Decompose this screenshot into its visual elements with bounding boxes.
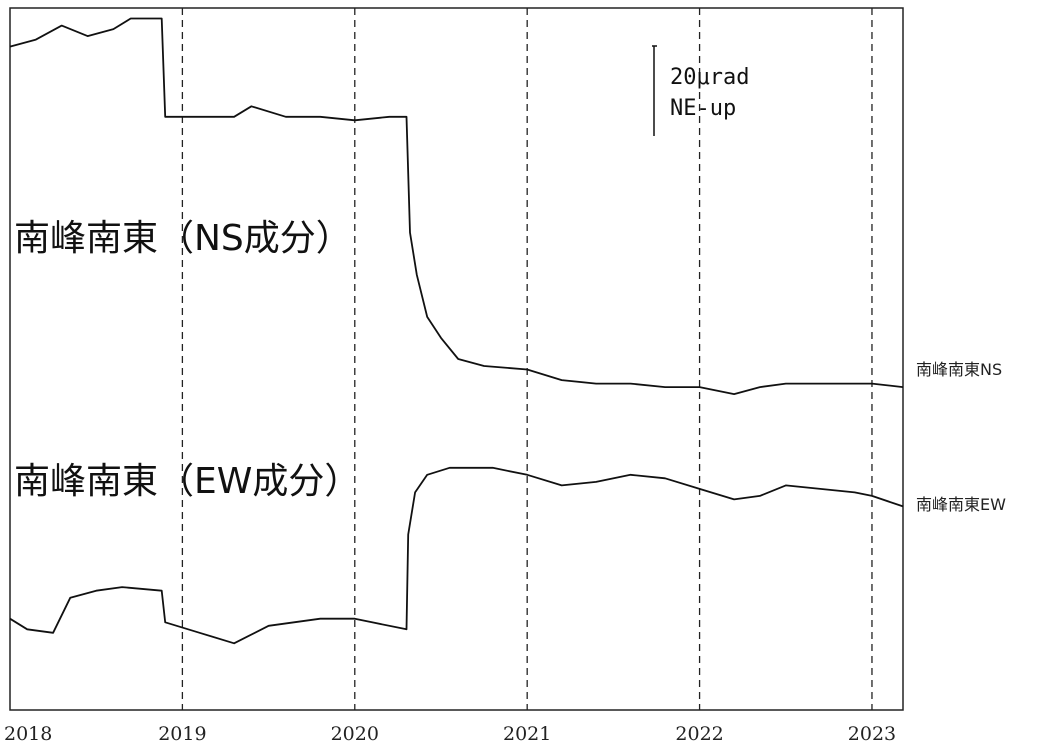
x-tick-2020: 2020 <box>331 723 379 745</box>
ew-panel-title: 南峰南東（EW成分） <box>14 461 360 502</box>
scale-bar: 20μrad NE-up <box>652 45 749 136</box>
series-line-ew <box>9 466 904 645</box>
vertical-gridlines <box>181 8 873 710</box>
x-tick-2022: 2022 <box>675 723 723 745</box>
series-line-ns <box>9 17 904 395</box>
x-tick-2021: 2021 <box>503 723 551 745</box>
x-tick-2023: 2023 <box>848 723 896 745</box>
x-tick-2019: 2019 <box>158 723 206 745</box>
plot-frame <box>9 7 904 711</box>
series-end-label-ns: 南峰南東NS <box>916 360 1002 379</box>
series-layer <box>9 17 904 645</box>
series-end-label-ew: 南峰南東EW <box>916 495 1006 514</box>
ns-panel-title: 南峰南東（NS成分） <box>14 218 352 259</box>
scale-bar-value: 20μrad <box>670 65 749 90</box>
x-tick-2018: 2018 <box>4 723 52 745</box>
scale-bar-direction: NE-up <box>670 96 736 121</box>
x-tick-labels: 2018 2019 2020 2021 2022 2023 <box>4 723 896 745</box>
